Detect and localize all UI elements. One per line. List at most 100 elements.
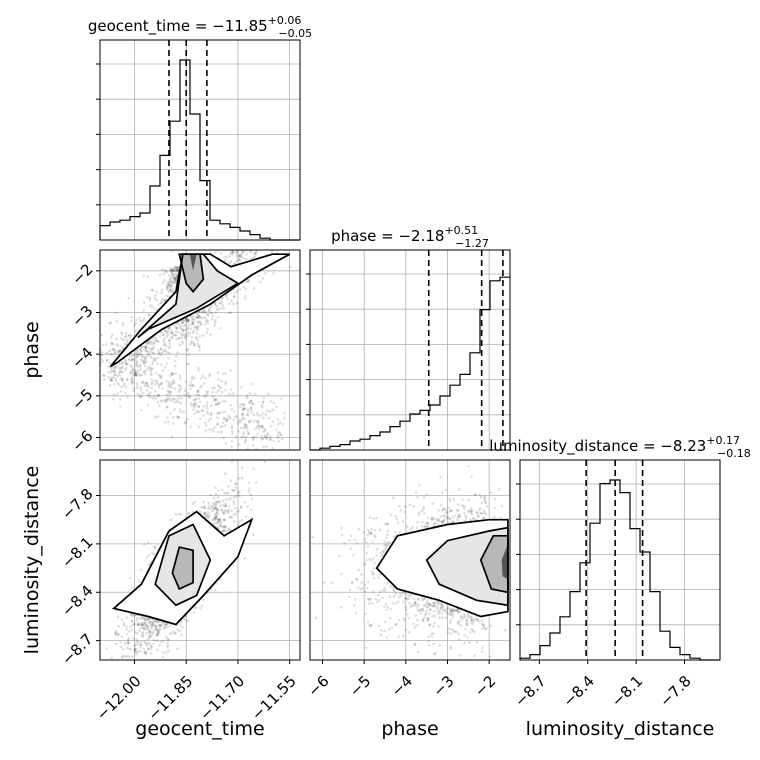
sample-point bbox=[166, 645, 170, 649]
sample-point bbox=[206, 412, 210, 415]
sample-point bbox=[157, 623, 161, 627]
sample-point bbox=[124, 331, 128, 335]
sample-point bbox=[175, 266, 179, 270]
sample-point bbox=[245, 235, 248, 238]
sample-point bbox=[252, 533, 255, 536]
sample-point bbox=[174, 268, 178, 272]
sample-point bbox=[174, 265, 178, 269]
sample-point bbox=[144, 344, 148, 348]
sample-point bbox=[157, 629, 161, 632]
sample-point bbox=[153, 545, 156, 549]
sample-point bbox=[179, 387, 183, 390]
sample-point bbox=[142, 317, 146, 320]
sample-point bbox=[228, 255, 231, 258]
sample-point bbox=[243, 297, 247, 300]
sample-point bbox=[120, 655, 124, 659]
sample-point bbox=[157, 349, 160, 353]
sample-point bbox=[249, 493, 253, 497]
sample-point bbox=[148, 342, 152, 345]
sample-point bbox=[243, 500, 246, 504]
sample-point bbox=[238, 405, 242, 408]
sample-point bbox=[185, 380, 188, 383]
sample-point bbox=[206, 390, 210, 394]
sample-point bbox=[151, 288, 155, 292]
sample-point bbox=[149, 630, 152, 634]
sample-point bbox=[119, 405, 122, 408]
sample-point bbox=[139, 627, 142, 630]
sample-point bbox=[160, 382, 163, 385]
sample-point bbox=[214, 492, 218, 496]
sample-point bbox=[215, 517, 218, 521]
sample-point bbox=[119, 366, 123, 370]
sample-point bbox=[216, 520, 220, 524]
sample-point bbox=[155, 298, 159, 302]
sample-point bbox=[209, 311, 212, 314]
sample-point bbox=[181, 321, 184, 324]
sample-point bbox=[148, 642, 152, 646]
sample-point bbox=[225, 416, 228, 420]
sample-point bbox=[233, 236, 236, 239]
sample-point bbox=[164, 330, 168, 333]
sample-point bbox=[156, 393, 160, 397]
sample-point bbox=[117, 350, 120, 354]
sample-point bbox=[222, 518, 226, 522]
sample-point bbox=[151, 623, 154, 627]
sample-point bbox=[249, 407, 253, 410]
sample-point bbox=[227, 498, 231, 501]
sample-point bbox=[208, 374, 211, 378]
sample-point bbox=[100, 353, 103, 357]
sample-point bbox=[247, 489, 251, 493]
sample-point bbox=[205, 406, 209, 410]
sample-point bbox=[130, 628, 134, 632]
sample-point bbox=[146, 350, 149, 354]
sample-point bbox=[150, 645, 153, 649]
sample-point bbox=[196, 321, 200, 324]
sample-point bbox=[144, 349, 147, 352]
sample-point bbox=[120, 385, 123, 389]
sample-point bbox=[125, 616, 128, 619]
sample-point bbox=[137, 352, 140, 355]
sample-point bbox=[209, 404, 213, 407]
sample-point bbox=[214, 391, 218, 394]
sample-point bbox=[234, 415, 237, 418]
sample-point bbox=[174, 275, 177, 279]
sample-point bbox=[199, 386, 202, 389]
sample-point bbox=[250, 244, 253, 247]
sample-point bbox=[225, 237, 228, 240]
sample-point bbox=[228, 417, 232, 421]
sample-point bbox=[150, 626, 153, 630]
sample-point bbox=[113, 365, 116, 369]
sample-point bbox=[174, 278, 178, 282]
sample-point bbox=[230, 515, 233, 519]
sample-point bbox=[235, 290, 238, 293]
sample-point bbox=[174, 372, 178, 376]
sample-point bbox=[155, 624, 159, 628]
sample-point bbox=[240, 466, 244, 469]
sample-point bbox=[217, 500, 221, 503]
sample-point bbox=[169, 289, 173, 293]
sample-point bbox=[205, 403, 209, 407]
sample-point bbox=[114, 642, 118, 646]
sample-point bbox=[247, 401, 251, 405]
sample-point bbox=[160, 622, 164, 626]
sample-point bbox=[254, 392, 257, 396]
sample-point bbox=[195, 332, 199, 335]
sample-point bbox=[137, 623, 140, 626]
sample-point bbox=[228, 302, 231, 306]
sample-point bbox=[254, 435, 258, 439]
sample-point bbox=[197, 369, 200, 372]
sample-point bbox=[142, 361, 146, 364]
sample-point bbox=[168, 283, 172, 287]
sample-point bbox=[158, 335, 162, 338]
sample-point bbox=[253, 427, 257, 431]
sample-point bbox=[179, 327, 183, 331]
sample-point bbox=[207, 501, 210, 505]
sample-point bbox=[101, 343, 105, 347]
sample-point bbox=[241, 413, 245, 417]
sample-point bbox=[167, 339, 171, 342]
sample-point bbox=[121, 371, 124, 374]
sample-point bbox=[202, 414, 205, 417]
sample-point bbox=[170, 372, 173, 375]
sample-point bbox=[211, 314, 214, 318]
sample-point bbox=[203, 322, 207, 326]
